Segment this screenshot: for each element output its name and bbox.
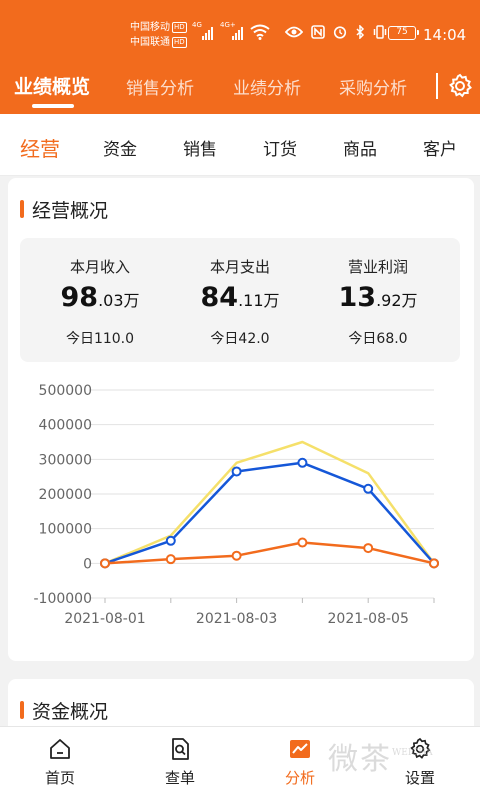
tab-performance-overview[interactable]: 业绩概览 <box>14 76 91 98</box>
carrier-2: 中国联通 <box>130 37 170 48</box>
y-tick-label: 200000 <box>39 487 92 503</box>
top-tab-bar: 业绩概览 销售分析 业绩分析 采购分析 <box>0 62 480 112</box>
y-tick-label: -100000 <box>34 591 93 607</box>
status-bar: 中国移动 HD 中国联通 HD 4G 4G+ 75 14:04 <box>0 0 480 60</box>
subtab-sales[interactable]: 销售 <box>183 140 217 160</box>
y-tick-label: 300000 <box>39 452 92 468</box>
stat-value-fraction: .92万 <box>376 291 418 310</box>
trend-line-chart[interactable]: 500000 400000 300000 200000 100000 0 -100000 20… <box>8 378 474 638</box>
data-point <box>231 466 242 477</box>
search-doc-icon <box>172 738 189 760</box>
carrier-1: 中国移动 <box>130 22 170 33</box>
data-point <box>363 543 374 554</box>
y-tick-label: 500000 <box>39 383 92 399</box>
home-icon <box>50 739 70 759</box>
stat-label: 本月收入 <box>69 258 130 276</box>
stat-value: 98.03万 <box>30 282 170 313</box>
hd-badge: HD <box>172 37 187 48</box>
stat-label: 营业利润 <box>347 258 408 276</box>
data-point <box>100 558 110 569</box>
summary-panel: 本月收入 98.03万 今日110.0 本月支出 84.11万 今日42.0 营… <box>20 238 460 362</box>
stat-value: 84.11万 <box>170 282 310 313</box>
bottom-nav: 首页 查单 分析 设置 <box>0 726 480 800</box>
nav-analysis[interactable]: 分析 <box>260 737 340 788</box>
nfc-icon <box>311 25 325 39</box>
stat-value-integer: 13 <box>338 282 377 313</box>
eye-icon <box>285 26 303 38</box>
stat-today: 今日42.0 <box>210 331 270 347</box>
watermark-text: 微茶 <box>328 742 392 777</box>
watermark-sub: WEICHA <box>392 748 433 758</box>
nav-home[interactable]: 首页 <box>20 737 100 788</box>
title-accent-bar <box>20 200 24 218</box>
status-time: 14:04 <box>423 26 467 44</box>
carrier-info: 中国移动 HD 中国联通 HD <box>130 20 187 50</box>
series-line <box>104 461 435 565</box>
stat-value-fraction: .11万 <box>238 291 280 310</box>
data-point <box>165 535 176 546</box>
title-accent-bar <box>20 701 24 719</box>
tab-sales-analysis[interactable]: 销售分析 <box>126 79 194 99</box>
wifi-icon <box>250 24 270 40</box>
stat-value-fraction: .03万 <box>98 291 140 310</box>
stat-today: 今日110.0 <box>65 331 135 347</box>
nav-label: 分析 <box>284 769 315 787</box>
data-point <box>297 457 308 468</box>
network-type-label: 4G+ <box>220 21 236 29</box>
subtab-funds[interactable]: 资金 <box>103 140 137 160</box>
nav-label: 查单 <box>164 769 195 787</box>
data-point <box>363 483 374 494</box>
stat-value-integer: 84 <box>200 282 239 313</box>
fund-title: 资金概况 <box>32 701 109 723</box>
x-tick-label: 2021-08-05 <box>328 611 409 627</box>
battery-icon: 75 <box>388 26 419 40</box>
series-line <box>104 541 435 565</box>
signal-icon: 4G+ <box>220 21 243 40</box>
stat-today: 今日68.0 <box>348 331 408 347</box>
subtab-products[interactable]: 商品 <box>343 140 377 160</box>
network-type-label: 4G <box>192 21 202 29</box>
y-tick-label: 0 <box>83 556 92 572</box>
sub-tab-bar: 经营 资金 销售 订货 商品 客户 <box>0 114 480 176</box>
nav-query[interactable]: 查单 <box>140 737 220 788</box>
signal-icon: 4G <box>192 21 213 40</box>
status-icons <box>285 25 387 39</box>
alarm-icon <box>333 26 347 39</box>
subtab-orders[interactable]: 订货 <box>263 140 297 160</box>
tab-purchase-analysis[interactable]: 采购分析 <box>339 79 407 99</box>
vibrate-icon <box>373 25 387 39</box>
subtab-customers[interactable]: 客户 <box>423 140 457 160</box>
x-tick-label: 2021-08-01 <box>64 611 145 627</box>
watermark: 微茶WEICHA <box>328 734 433 778</box>
app-header: 中国移动 HD 中国联通 HD 4G 4G+ 75 14:04 业绩概览 <box>0 0 480 114</box>
data-point <box>231 550 242 561</box>
stat-value-integer: 98 <box>60 282 99 313</box>
active-tab-indicator <box>32 104 74 108</box>
tab-divider <box>436 73 438 99</box>
y-tick-label: 400000 <box>39 418 92 434</box>
y-tick-label: 100000 <box>39 522 92 538</box>
tab-performance-analysis[interactable]: 业绩分析 <box>233 79 301 99</box>
analysis-icon <box>290 740 310 758</box>
x-tick-label: 2021-08-03 <box>196 611 277 627</box>
series-line <box>104 440 436 565</box>
data-point <box>165 554 176 565</box>
data-point <box>297 537 308 548</box>
overview-card: 经营概况 本月收入 98.03万 今日110.0 本月支出 84.11万 今日4… <box>8 178 474 661</box>
gear-icon <box>410 737 431 759</box>
hd-badge: HD <box>172 22 187 33</box>
data-point <box>429 558 439 569</box>
subtab-operation[interactable]: 经营 <box>20 137 60 161</box>
bluetooth-icon <box>356 25 365 39</box>
nav-settings[interactable]: 设置 <box>380 737 460 788</box>
settings-gear-icon[interactable] <box>446 72 474 100</box>
nav-label: 设置 <box>404 769 435 787</box>
stat-value: 13.92万 <box>308 282 448 313</box>
stat-label: 本月支出 <box>209 258 270 276</box>
overview-title: 经营概况 <box>32 200 109 222</box>
nav-label: 首页 <box>44 769 75 787</box>
